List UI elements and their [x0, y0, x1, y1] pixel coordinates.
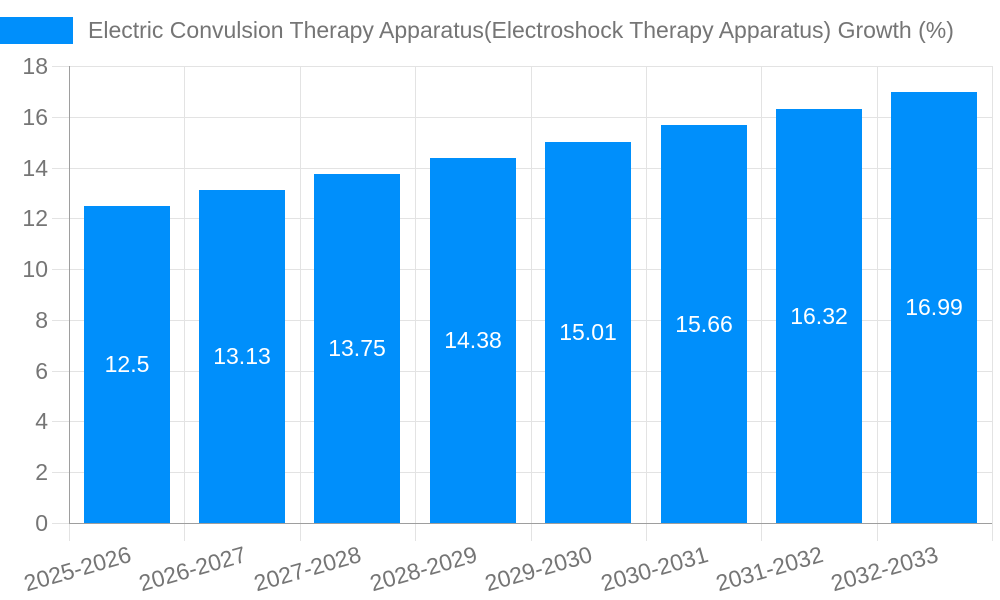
- gridline-horizontal: [52, 117, 992, 118]
- gridline-horizontal: [52, 269, 992, 270]
- bar[interactable]: [545, 142, 631, 523]
- bar-value-label: 12.5: [104, 351, 150, 377]
- gridline-vertical: [646, 66, 647, 541]
- bar[interactable]: [776, 109, 862, 523]
- y-tick-label: 2: [35, 459, 48, 485]
- y-tick-label: 16: [22, 104, 48, 130]
- bar-value-label: 16.32: [790, 303, 848, 329]
- gridline-vertical: [415, 66, 416, 541]
- bar-value-label: 15.66: [675, 311, 733, 337]
- gridline-horizontal: [52, 320, 992, 321]
- chart-title: Electric Convulsion Therapy Apparatus(El…: [88, 17, 954, 43]
- bar-value-label: 15.01: [559, 319, 617, 345]
- gridline-vertical: [877, 66, 878, 541]
- gridline-horizontal: [52, 371, 992, 372]
- bar[interactable]: [314, 174, 400, 523]
- gridline-horizontal: [52, 421, 992, 422]
- y-tick-label: 18: [22, 53, 48, 79]
- y-tick-label: 0: [35, 510, 48, 536]
- legend[interactable]: Electric Convulsion Therapy Apparatus(El…: [0, 17, 1000, 44]
- bar[interactable]: [891, 92, 977, 523]
- bar[interactable]: [84, 206, 170, 523]
- bar[interactable]: [661, 125, 747, 523]
- gridline-horizontal: [52, 168, 992, 169]
- bar-value-label: 13.75: [328, 335, 386, 361]
- y-axis-line: [69, 66, 70, 523]
- y-tick-label: 10: [22, 256, 48, 282]
- y-tick-label: 8: [35, 307, 48, 333]
- gridline-horizontal: [52, 218, 992, 219]
- gridline-horizontal: [52, 472, 992, 473]
- bar[interactable]: [430, 158, 516, 523]
- y-tick-label: 6: [35, 358, 48, 384]
- legend-swatch: [0, 17, 73, 44]
- y-tick-label: 4: [35, 408, 48, 434]
- gridline-vertical: [531, 66, 532, 541]
- gridline-vertical: [992, 66, 993, 541]
- gridline-horizontal: [52, 66, 992, 67]
- y-tick-label: 12: [22, 205, 48, 231]
- gridline-vertical: [300, 66, 301, 541]
- x-axis-line: [69, 523, 992, 524]
- bar[interactable]: [199, 190, 285, 523]
- gridline-vertical: [184, 66, 185, 541]
- bar-value-label: 14.38: [444, 327, 502, 353]
- bar-value-label: 13.13: [213, 343, 271, 369]
- bar-value-label: 16.99: [905, 294, 963, 320]
- gridline-vertical: [761, 66, 762, 541]
- y-tick-label: 14: [22, 155, 48, 181]
